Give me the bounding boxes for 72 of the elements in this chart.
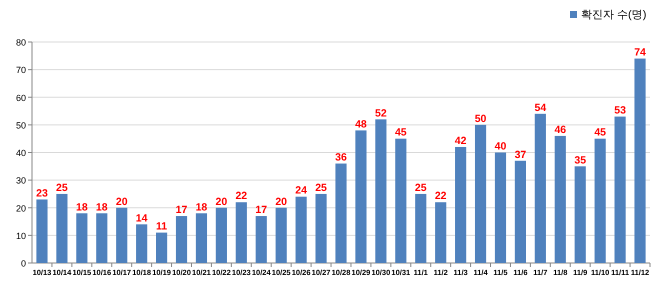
y-tick-label: 70: [16, 65, 26, 76]
data-label: 48: [355, 118, 367, 130]
y-tick-label: 60: [16, 92, 26, 103]
bar: [514, 160, 526, 263]
bar: [435, 202, 446, 263]
data-label: 25: [56, 182, 68, 194]
data-label: 45: [594, 126, 606, 139]
data-label: 46: [554, 124, 566, 136]
bar: [96, 213, 108, 263]
bar: [395, 138, 406, 263]
bar: [375, 119, 386, 263]
data-label: 52: [375, 107, 387, 120]
y-tick-label: 80: [16, 38, 26, 48]
bar: [594, 138, 606, 263]
data-label: 20: [275, 196, 288, 208]
bar: [494, 152, 506, 263]
bar: [315, 194, 327, 263]
bar: [236, 202, 247, 263]
bar: [76, 213, 88, 263]
data-label: 53: [614, 104, 626, 117]
data-label: 18: [76, 201, 88, 214]
bar: [56, 194, 68, 263]
data-label: 45: [394, 126, 407, 139]
data-label: 74: [634, 46, 646, 59]
y-tick-label: 30: [16, 176, 26, 186]
bar: [176, 216, 188, 263]
data-label: 17: [176, 204, 188, 216]
bar: [136, 224, 148, 263]
data-label: 14: [136, 212, 148, 224]
bar: [335, 164, 347, 263]
data-label: 35: [574, 154, 586, 166]
data-label: 50: [474, 112, 487, 125]
data-label: 22: [434, 190, 447, 202]
data-label: 20: [116, 196, 128, 208]
data-label: 23: [36, 187, 48, 200]
data-label: 24: [295, 184, 308, 197]
bar: [554, 136, 566, 263]
y-tick-label: 50: [16, 120, 26, 130]
bar: [534, 114, 546, 263]
data-label: 11: [156, 220, 168, 233]
y-tick-label: 10: [16, 230, 26, 241]
bar: [156, 232, 168, 263]
data-label: 20: [216, 196, 228, 208]
bar: [614, 116, 626, 263]
bar: [256, 216, 267, 263]
data-label: 18: [96, 201, 108, 214]
data-label: 18: [196, 201, 208, 214]
bar: [634, 58, 646, 263]
data-label: 42: [454, 134, 467, 147]
data-label: 54: [534, 102, 546, 114]
bar: [216, 208, 227, 263]
y-tick-label: 40: [16, 148, 26, 158]
legend-label: 확진자 수(명): [581, 9, 646, 21]
bar: [415, 194, 426, 263]
y-tick-label: 0: [20, 258, 26, 268]
bar: [474, 124, 486, 263]
data-label: 17: [255, 204, 268, 216]
bar: [116, 208, 128, 263]
bar: [276, 208, 287, 263]
data-label: 25: [414, 182, 427, 194]
data-label: 36: [335, 152, 347, 164]
bar: [574, 166, 586, 263]
bar: [296, 196, 307, 263]
bar: [455, 146, 466, 263]
data-label: 25: [315, 182, 328, 194]
data-label: 37: [514, 148, 526, 161]
y-tick-label: 20: [16, 203, 26, 214]
data-label: 22: [235, 190, 248, 202]
data-label: 40: [494, 140, 506, 152]
bar: [355, 130, 367, 263]
bar: [196, 213, 208, 263]
bar: [36, 199, 48, 263]
